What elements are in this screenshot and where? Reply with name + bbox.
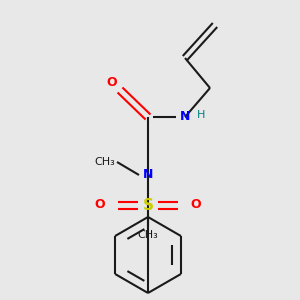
Text: O: O <box>107 76 117 88</box>
Text: N: N <box>180 110 190 124</box>
Text: S: S <box>142 197 154 212</box>
Text: O: O <box>191 199 201 212</box>
Text: O: O <box>95 199 105 212</box>
Text: N: N <box>143 169 153 182</box>
Text: CH₃: CH₃ <box>94 157 116 167</box>
Text: CH₃: CH₃ <box>138 230 158 240</box>
Text: H: H <box>197 110 205 120</box>
